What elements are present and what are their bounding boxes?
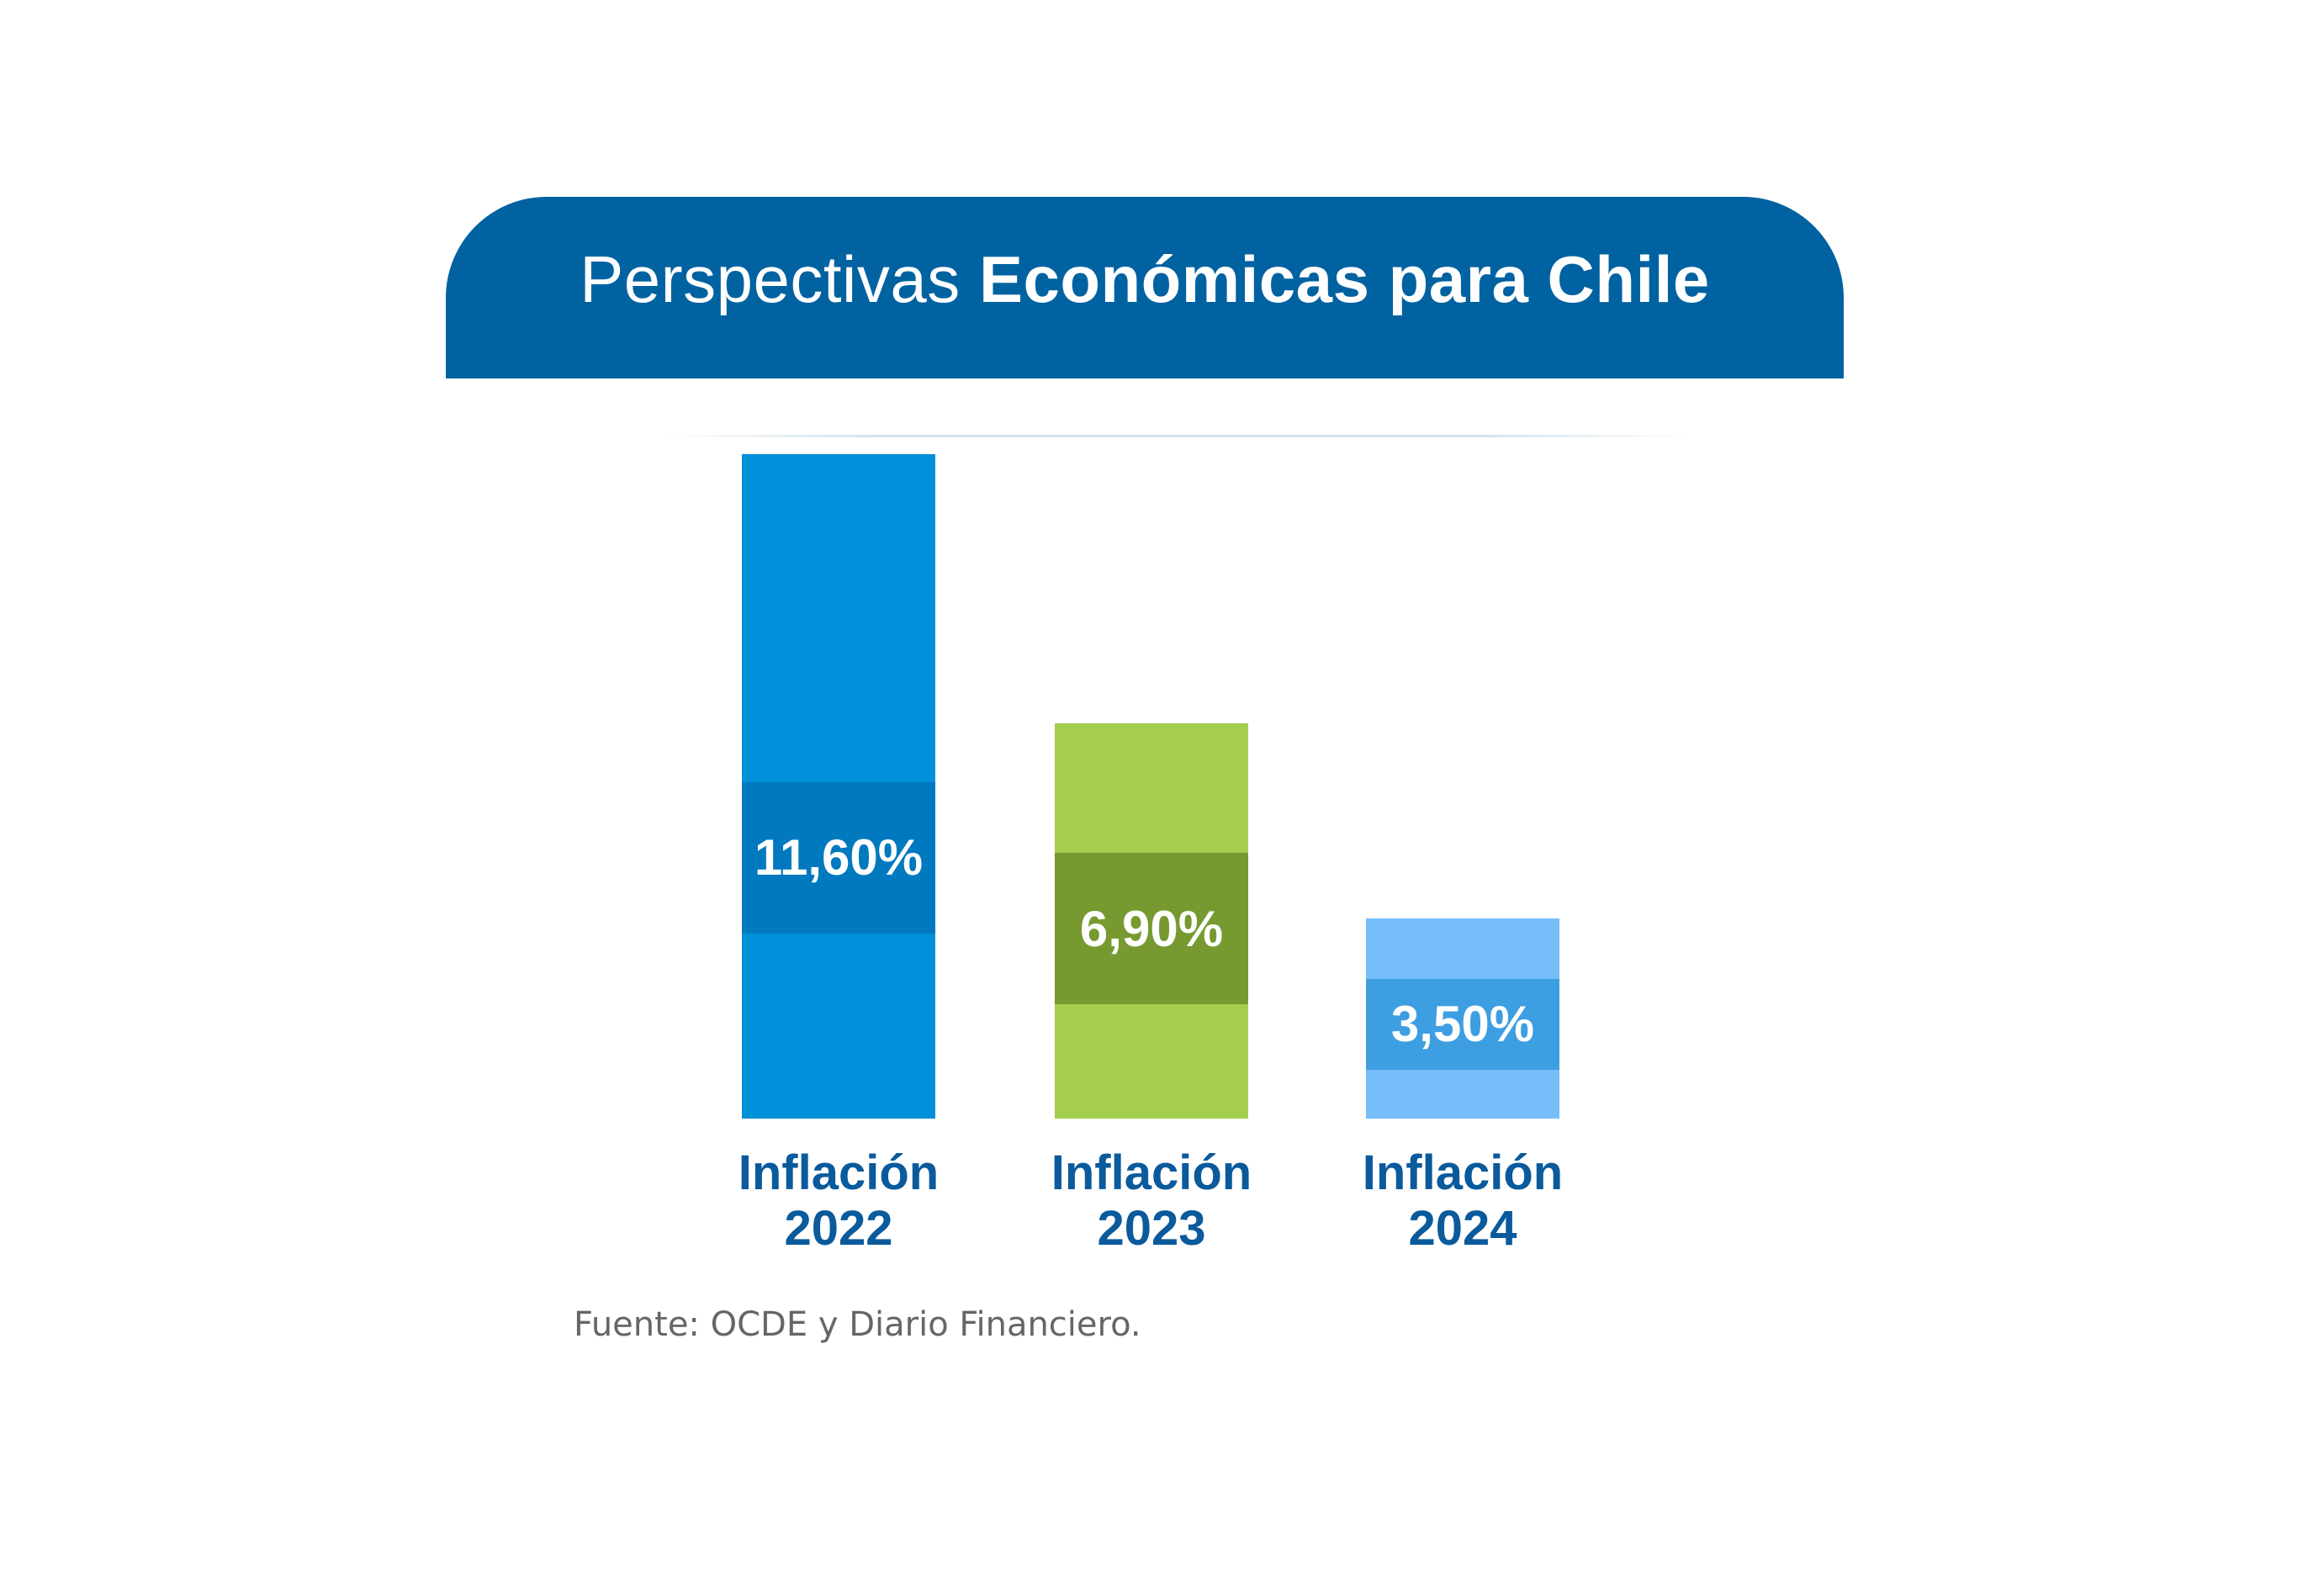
bar-chart: 11,60% Inflación 2022 6,90% Inflación 2023 3,5… [0,0,2324,1582]
category-label-name: Inflación [1000,1145,1303,1201]
category-label-2024: Inflación 2024 [1311,1145,1614,1257]
data-label-2024: 3,50% [1366,979,1559,1069]
category-label-name: Inflación [1311,1145,1614,1201]
category-label-year: 2022 [687,1201,990,1257]
bar-2024: 3,50% [1366,918,1559,1119]
data-label-2023: 6,90% [1055,853,1248,1004]
bar-2022: 11,60% [742,454,935,1119]
category-label-year: 2023 [1000,1201,1303,1257]
source-note: Fuente: OCDE y Diario Financiero. [574,1305,1141,1344]
category-label-2022: Inflación 2022 [687,1145,990,1257]
data-label-2022: 11,60% [742,782,935,934]
category-label-year: 2024 [1311,1201,1614,1257]
category-label-name: Inflación [687,1145,990,1201]
bar-2023: 6,90% [1055,723,1248,1119]
category-label-2023: Inflación 2023 [1000,1145,1303,1257]
